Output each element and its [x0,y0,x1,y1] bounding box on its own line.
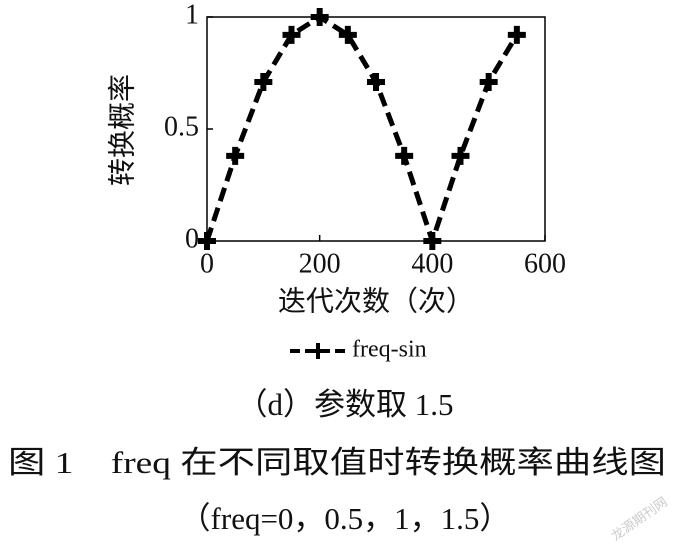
point-marker [395,146,414,165]
y-tick-label: 1 [185,0,199,30]
y-axis-label: 转换概率 [106,74,138,186]
caption: 图 1 freq 在不同取值时转换概率曲线图 [8,445,666,480]
x-tick-label: 0 [200,248,214,279]
point-marker [226,146,245,165]
point-marker [423,232,442,250]
caption-note: （freq=0，0.5，1，1.5） [180,501,511,536]
point-marker [367,72,385,91]
x-axis-label: 迭代次数（次） [278,285,474,317]
point-marker [254,72,273,91]
point-marker [507,25,526,44]
point-marker [451,146,470,165]
legend-marker [310,343,326,359]
subcaption: （d）参数取 1.5 [237,387,454,422]
plot-frame [206,16,546,242]
x-tick-label: 400 [411,248,453,279]
point-marker [338,25,357,44]
point-marker [479,72,498,91]
y-tick-label: 0.5 [164,111,199,142]
x-tick-label: 600 [524,248,566,279]
x-tick-label: 200 [299,248,341,279]
y-tick-label: 0 [185,223,199,254]
series-line [204,14,519,249]
watermark: 龙源期刊网 [608,494,670,544]
point-marker [282,25,301,44]
point-marker [198,232,216,250]
point-marker [310,8,329,26]
legend-label: freq-sin [352,337,427,363]
